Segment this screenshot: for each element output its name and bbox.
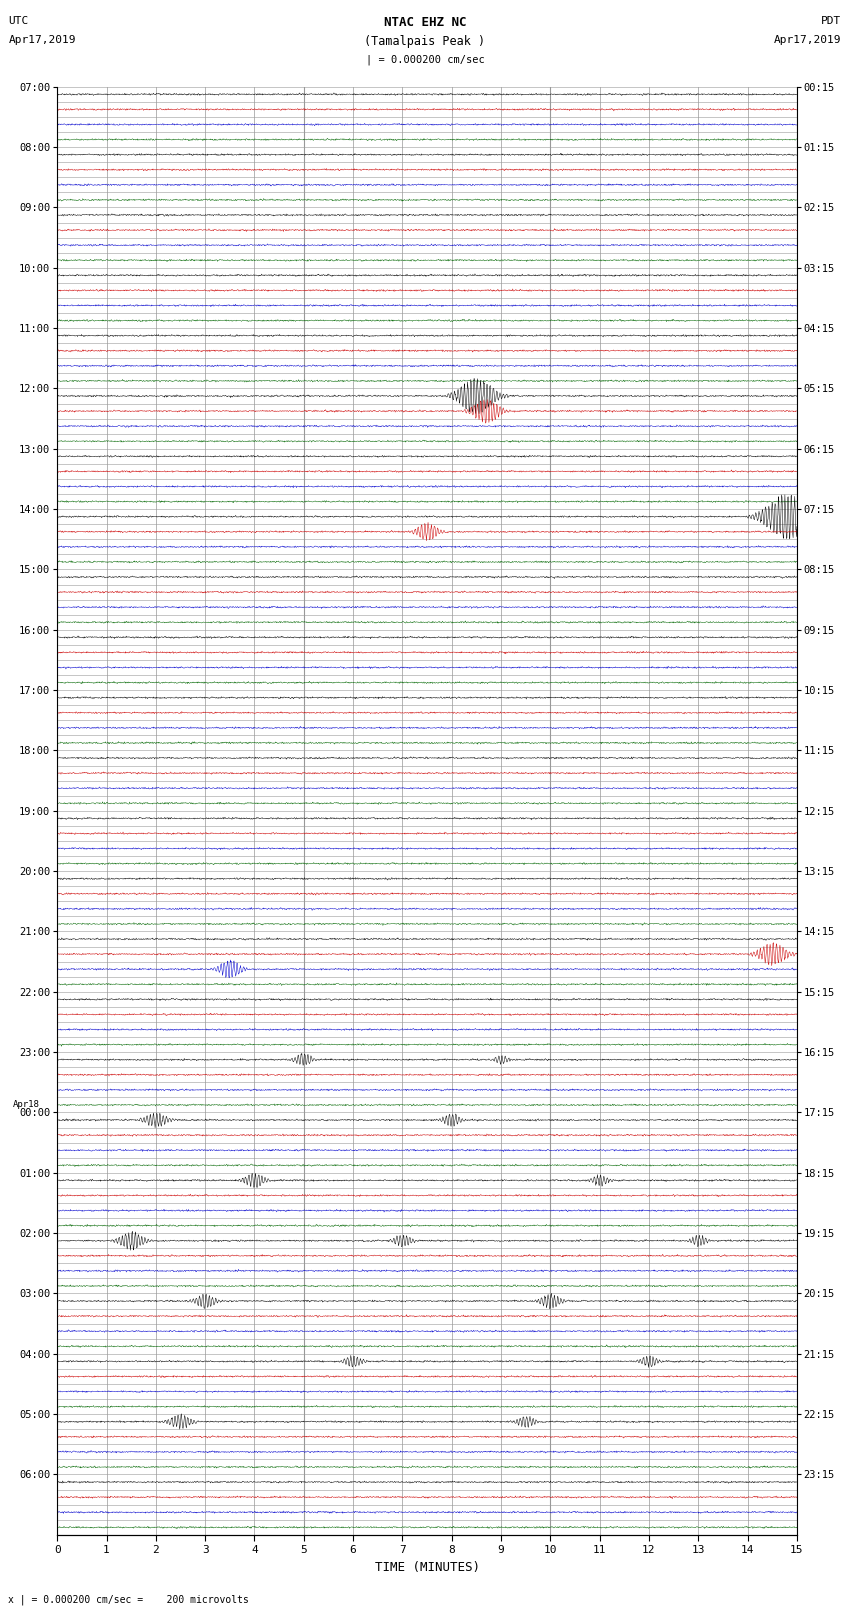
Text: Apr18: Apr18: [13, 1100, 40, 1110]
Text: (Tamalpais Peak ): (Tamalpais Peak ): [365, 35, 485, 48]
Text: Apr17,2019: Apr17,2019: [774, 35, 842, 45]
Text: x | = 0.000200 cm/sec =    200 microvolts: x | = 0.000200 cm/sec = 200 microvolts: [8, 1594, 249, 1605]
Text: | = 0.000200 cm/sec: | = 0.000200 cm/sec: [366, 55, 484, 66]
Text: PDT: PDT: [821, 16, 842, 26]
Text: UTC: UTC: [8, 16, 29, 26]
X-axis label: TIME (MINUTES): TIME (MINUTES): [375, 1561, 479, 1574]
Text: Apr17,2019: Apr17,2019: [8, 35, 76, 45]
Text: NTAC EHZ NC: NTAC EHZ NC: [383, 16, 467, 29]
